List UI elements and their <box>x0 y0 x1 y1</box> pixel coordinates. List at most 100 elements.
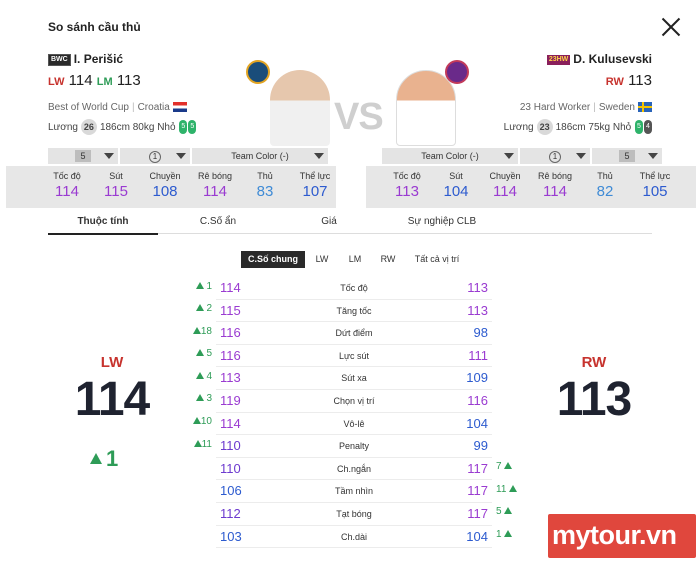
right-value: 98 <box>473 325 488 341</box>
position-ovr: 114 <box>68 72 93 89</box>
tab-attributes[interactable]: Thuộc tính <box>77 216 129 227</box>
table-row: 103 Ch.dài 104 <box>216 526 492 549</box>
right-enhance-select[interactable]: 1 <box>520 148 590 164</box>
summary-stat: Sút 115 <box>91 170 141 202</box>
right-level-select[interactable]: 5 <box>592 148 662 164</box>
stat-label: Tốc độ <box>393 171 421 181</box>
diff-value: 7 <box>496 461 502 472</box>
summary-stat: Thủ 83 <box>240 170 290 202</box>
stat-value: 83 <box>256 183 274 200</box>
up-arrow-icon <box>195 349 204 356</box>
attribute-label: Vô-lê <box>343 418 365 429</box>
main-tabs: Thuộc tính C.Số ẩn Giá Sự nghiệp CLB <box>48 214 652 235</box>
left-diff: 2 <box>186 303 212 314</box>
right-foot-icon: 5 <box>188 120 197 135</box>
up-arrow-icon <box>195 304 204 311</box>
stat-label: Rê bóng <box>197 171 233 181</box>
left-foot-icon: 5 <box>635 120 643 135</box>
right-value: 113 <box>467 280 488 295</box>
body-type: Nhỏ <box>157 122 176 133</box>
chevron-down-icon <box>314 153 324 159</box>
trait-label: 23 Hard Worker <box>519 102 591 113</box>
left-overall: LW 114 <box>52 352 172 426</box>
attribute-label: Lực sút <box>338 350 370 361</box>
up-arrow-icon <box>504 530 513 537</box>
subtab-lm[interactable]: LM <box>348 254 362 264</box>
stat-label: Thể lực <box>299 171 331 181</box>
position-label: LW <box>48 76 65 88</box>
tab-club-career[interactable]: Sự nghiệp CLB <box>407 216 477 227</box>
right-value: 109 <box>466 370 488 386</box>
up-arrow-icon <box>195 394 204 401</box>
up-arrow-icon <box>195 372 204 379</box>
stat-value: 113 <box>395 183 419 200</box>
left-diff: 1 <box>186 281 212 292</box>
tab-price[interactable]: Giá <box>321 216 337 227</box>
chevron-down-icon <box>504 153 514 159</box>
salary-label: Lương <box>48 122 78 133</box>
left-value: 110 <box>220 438 241 454</box>
left-diff: 5 <box>186 348 212 359</box>
left-player-photo <box>270 70 330 146</box>
overall-position: LW <box>100 354 124 371</box>
right-value: 104 <box>466 415 488 431</box>
page-title: So sánh cầu thủ <box>48 20 141 34</box>
summary-stat: Chuyền 114 <box>480 170 530 202</box>
up-arrow-icon <box>504 462 513 469</box>
right-team-color-select[interactable]: Team Color (-) <box>382 148 518 164</box>
diff-value: 10 <box>200 416 212 427</box>
diff-value: 2 <box>206 303 212 314</box>
nation-label: Croatia <box>137 102 170 113</box>
subtab-rw[interactable]: RW <box>380 254 396 264</box>
diff-value: 18 <box>200 326 212 337</box>
position-label: RW <box>605 76 624 88</box>
up-arrow-icon <box>192 327 201 334</box>
body-type: Nhỏ <box>612 122 632 133</box>
stat-value: 105 <box>642 183 668 200</box>
stat-value: 114 <box>543 183 567 200</box>
watermark-logo: mytour.vn <box>548 514 696 558</box>
left-diff: 11 <box>186 439 212 450</box>
attribute-label: Chọn vị trí <box>333 395 375 406</box>
table-row: 113 Sút xa 109 <box>216 367 492 390</box>
left-enhance-select[interactable]: 1 <box>120 148 190 164</box>
right-player-positions: RW 113 <box>482 72 652 91</box>
left-level-select[interactable]: 5 <box>48 148 118 164</box>
diff-value: 1 <box>206 281 212 292</box>
tab-hidden-stats[interactable]: C.Số ẩn <box>199 216 237 227</box>
summary-stat: Chuyền 108 <box>140 170 190 202</box>
subtab-general[interactable]: C.Số chung <box>241 251 305 268</box>
right-diff: 11 <box>496 484 522 495</box>
table-row: 112 Tạt bóng 117 <box>216 503 492 526</box>
left-value: 106 <box>220 483 242 499</box>
left-team-color-select[interactable]: Team Color (-) <box>192 148 328 164</box>
subtab-all-positions[interactable]: Tất cả vị trí <box>414 254 460 264</box>
position-ovr: 113 <box>116 72 141 89</box>
summary-stat: Sút 104 <box>431 170 481 202</box>
position-ovr: 113 <box>628 72 652 89</box>
stat-label: Thủ <box>597 171 613 181</box>
stat-value: 108 <box>152 183 178 200</box>
left-foot-icon: 5 <box>179 120 188 135</box>
chevron-down-icon <box>648 153 658 159</box>
right-player-name-row: 23HW D. Kulusevski <box>482 50 652 68</box>
attribute-label: Tạt bóng <box>336 508 372 519</box>
table-row: 106 Tầm nhìn 117 <box>216 480 492 503</box>
chevron-down-icon <box>104 153 114 159</box>
left-diff: 10 <box>186 416 212 427</box>
salary-label: Lương <box>503 122 534 133</box>
table-row: 110 Penalty 99 <box>216 435 492 458</box>
up-arrow-icon <box>195 282 204 289</box>
subtab-lw[interactable]: LW <box>315 254 329 264</box>
close-icon[interactable] <box>660 16 682 38</box>
overall-value: 113 <box>556 373 632 426</box>
right-value: 117 <box>467 483 488 499</box>
team-color-value: Team Color (-) <box>231 151 289 161</box>
left-player-name-row: BWC I. Perišić <box>48 50 218 68</box>
chevron-down-icon <box>576 153 586 159</box>
left-player-card: BWC I. Perišić LW 114 LM 113 Best of Worl… <box>48 50 218 136</box>
table-row: 119 Chọn vị trí 116 <box>216 390 492 413</box>
nation-label: Sweden <box>598 102 635 113</box>
enhance-value: 1 <box>549 151 561 163</box>
